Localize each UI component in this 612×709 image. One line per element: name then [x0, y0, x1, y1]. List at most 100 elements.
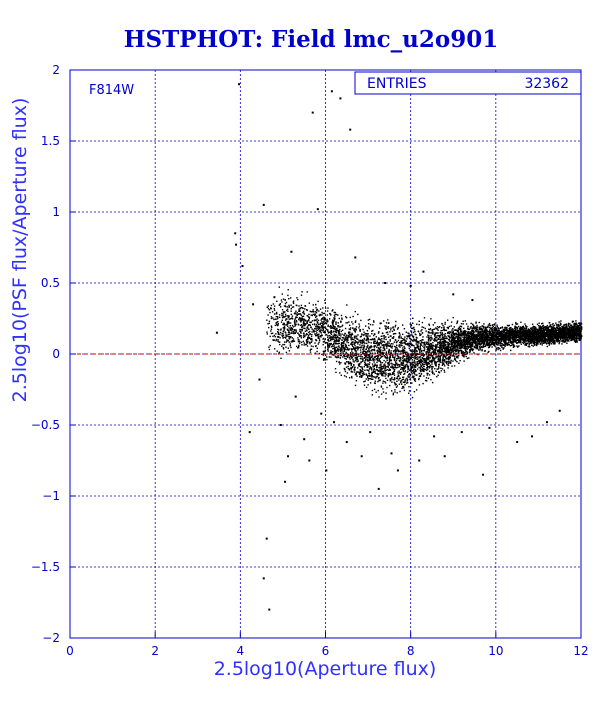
- scatter-point: [559, 326, 561, 329]
- scatter-point: [388, 368, 391, 370]
- scatter-point: [309, 324, 311, 327]
- scatter-point: [444, 354, 446, 357]
- scatter-point: [554, 327, 556, 330]
- scatter-point: [456, 321, 458, 323]
- scatter-point: [537, 325, 540, 327]
- scatter-point: [450, 359, 452, 362]
- scatter-point: [346, 341, 348, 343]
- scatter-point: [376, 364, 378, 366]
- scatter-point: [275, 313, 278, 315]
- scatter-point: [551, 333, 554, 336]
- scatter-point: [363, 348, 365, 350]
- scatter-point: [318, 328, 320, 330]
- scatter-point: [304, 305, 307, 307]
- scatter-point: [463, 345, 465, 348]
- scatter-point: [331, 351, 333, 353]
- scatter-point: [292, 306, 295, 308]
- scatter-point: [551, 340, 553, 342]
- scatter-point: [463, 360, 465, 362]
- scatter-point: [281, 334, 283, 337]
- scatter-point: [418, 372, 420, 375]
- scatter-point: [515, 342, 518, 344]
- scatter-point: [359, 363, 361, 365]
- scatter-point: [341, 333, 343, 335]
- scatter-point: [287, 320, 290, 323]
- scatter-point: [452, 336, 455, 338]
- scatter-point: [518, 329, 520, 332]
- scatter-point: [367, 379, 369, 381]
- scatter-point: [415, 356, 418, 358]
- scatter-point: [377, 380, 379, 383]
- scatter-point: [286, 340, 288, 342]
- scatter-point: [387, 322, 390, 324]
- scatter-point: [419, 349, 421, 352]
- scatter-point: [446, 357, 449, 360]
- scatter-point: [306, 314, 308, 317]
- scatter-point: [395, 359, 398, 362]
- scatter-point: [579, 326, 581, 329]
- scatter-point: [487, 351, 489, 354]
- scatter-point: [476, 345, 478, 348]
- scatter-point: [425, 362, 427, 364]
- scatter-point: [349, 333, 352, 336]
- scatter-point: [404, 381, 406, 384]
- scatter-point: [380, 343, 383, 345]
- scatter-point: [323, 312, 326, 315]
- scatter-point: [321, 321, 323, 323]
- scatter-point: [327, 343, 329, 345]
- scatter-point: [492, 324, 494, 326]
- scatter-point: [392, 326, 394, 328]
- scatter-point: [270, 316, 273, 318]
- scatter-point: [525, 342, 527, 344]
- scatter-point: [434, 351, 437, 354]
- scatter-point: [294, 317, 297, 319]
- scatter-point: [570, 337, 572, 339]
- scatter-point: [450, 342, 452, 344]
- scatter-point: [296, 311, 298, 314]
- scatter-point: [561, 327, 564, 330]
- scatter-point: [355, 341, 358, 343]
- scatter-point: [438, 338, 440, 340]
- scatter-point: [522, 342, 525, 345]
- scatter-point: [447, 346, 450, 348]
- scatter-point: [384, 327, 387, 329]
- scatter-point: [307, 324, 309, 327]
- scatter-point: [518, 339, 521, 341]
- scatter-point: [341, 317, 343, 319]
- scatter-point: [422, 326, 425, 329]
- scatter-point: [348, 353, 350, 356]
- scatter-point: [390, 352, 392, 354]
- scatter-point: [368, 327, 370, 330]
- scatter-point: [394, 356, 396, 358]
- scatter-point: [531, 323, 534, 325]
- scatter-point: [422, 354, 424, 356]
- scatter-point: [493, 323, 496, 325]
- scatter-point: [340, 348, 342, 351]
- scatter-point: [269, 335, 271, 338]
- scatter-point: [383, 338, 385, 340]
- scatter-point: [529, 335, 532, 338]
- scatter-point: [424, 357, 426, 360]
- scatter-point: [553, 339, 555, 342]
- scatter-point: [457, 334, 460, 336]
- scatter-point: [290, 317, 293, 319]
- scatter-point: [312, 310, 314, 313]
- scatter-point: [448, 325, 451, 328]
- scatter-point: [346, 349, 348, 351]
- scatter-point: [283, 305, 286, 307]
- scatter-point: [421, 364, 423, 367]
- scatter-point: [277, 332, 280, 334]
- scatter-point: [516, 336, 519, 338]
- scatter-point: [345, 376, 347, 378]
- scatter-point: [543, 333, 545, 335]
- scatter-point: [287, 336, 290, 338]
- scatter-point: [567, 328, 570, 330]
- scatter-point: [452, 338, 454, 340]
- scatter-point: [367, 319, 370, 321]
- scatter-point: [284, 315, 286, 318]
- scatter-point: [481, 325, 483, 327]
- scatter-point: [360, 339, 363, 342]
- scatter-point: [321, 353, 323, 356]
- scatter-point: [342, 356, 344, 358]
- scatter-point: [458, 345, 461, 347]
